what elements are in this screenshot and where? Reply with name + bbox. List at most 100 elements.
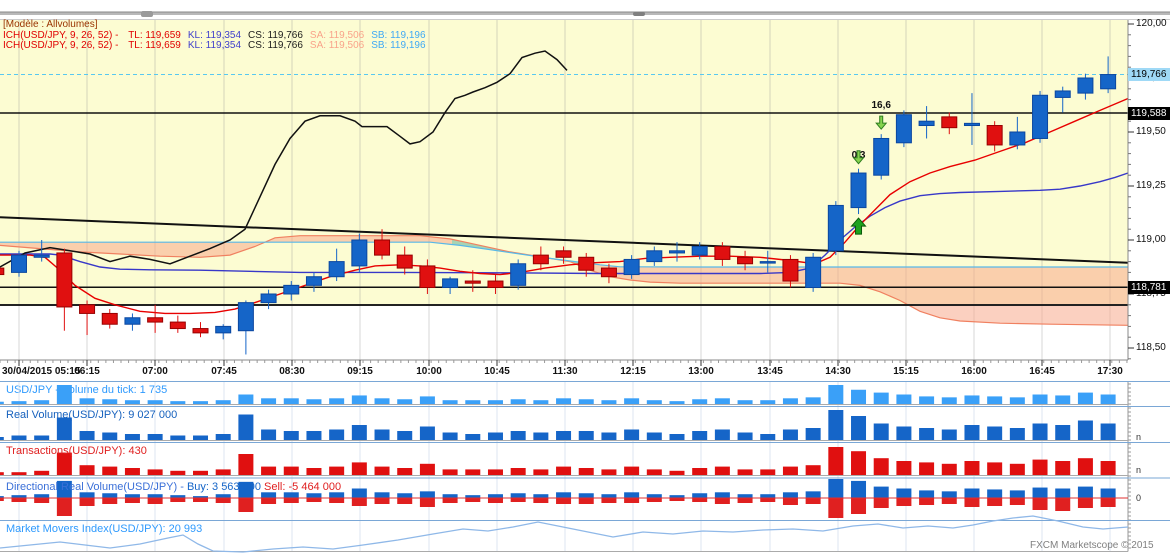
- panel-ruler-label: n: [1136, 465, 1141, 475]
- candle-12:00: [600, 267, 617, 278]
- candle-09:30: [374, 239, 391, 256]
- price-axis-label: 119,00: [1136, 234, 1166, 245]
- candle-09:00: [328, 261, 345, 278]
- sub-panels: n n 0: [0, 381, 1170, 553]
- candle-07:00: [147, 317, 164, 323]
- candle-11:15: [532, 254, 549, 265]
- buy-arrow-icon: [850, 217, 867, 235]
- candle-17:30: [1100, 74, 1117, 90]
- time-axis-label: 17:30: [1097, 366, 1123, 377]
- candle-08:15: [260, 293, 277, 304]
- buy-value-label: Buy: 3 563 000: [186, 481, 261, 493]
- candle-13:00: [691, 245, 708, 256]
- candle-10:45: [487, 280, 504, 289]
- candle-06:00: [56, 252, 73, 308]
- legend-value: CS: 119,766: [248, 30, 303, 41]
- legend-value: SA: 119,506: [309, 40, 365, 51]
- candle-06:45: [124, 317, 141, 325]
- ich-legend-line: ICH(USD/JPY, 9, 26, 52) - TL: 119,659 KL:…: [3, 40, 426, 51]
- legend-value: TL: 119,659: [128, 40, 181, 51]
- candle-13:30: [737, 256, 754, 265]
- directional-volume-label: Directional Real Volume(USD/JPY) -: [6, 481, 187, 493]
- candle-12:30: [646, 250, 663, 263]
- time-axis-label: 30/04/2015 05:15: [2, 366, 81, 377]
- time-axis-label: 16:00: [961, 366, 987, 377]
- indicator-legend: [Modèle : Allvolumes] ICH(USD/JPY, 9, 26…: [3, 20, 433, 51]
- time-axis[interactable]: 30/04/2015 05:15 06:15 07:00 07:45 08:30 09:1…: [0, 366, 1128, 380]
- time-axis-label: 13:00: [688, 366, 714, 377]
- candle-16:15: [986, 125, 1003, 146]
- price-level-badge-high: 119,588: [1128, 107, 1170, 120]
- candle-10:00: [419, 265, 436, 289]
- candle-12:45: [669, 250, 685, 254]
- candle-14:00: [782, 258, 799, 282]
- time-axis-label: 16:45: [1029, 366, 1055, 377]
- splitter-grip-icon: [633, 12, 645, 16]
- candle-17:15: [1077, 77, 1094, 94]
- last-price-badge: 119,766: [1128, 68, 1170, 81]
- candle-08:45: [305, 276, 322, 286]
- price-axis-label: 119,50: [1136, 126, 1166, 137]
- legend-value: KL: 119,354: [187, 40, 242, 51]
- candle-14:15: [805, 256, 822, 289]
- watermark: FXCM Marketscope © 2015: [1030, 540, 1154, 551]
- candle-11:00: [510, 263, 527, 286]
- candle-16:00: [963, 122, 980, 127]
- time-axis-label: 15:15: [893, 366, 919, 377]
- price-axis-label: 119,25: [1136, 180, 1166, 191]
- candle-07:45: [215, 325, 232, 334]
- candle-15:30: [918, 120, 935, 127]
- candle-08:00: [237, 302, 254, 332]
- candle-16:45: [1032, 94, 1049, 139]
- down-arrow-icon: [852, 150, 865, 165]
- price-level-badge-low: 118,781: [1128, 281, 1170, 294]
- down-arrow-icon: [875, 115, 888, 130]
- candle-11:30: [555, 250, 572, 258]
- candles-layer: [0, 56, 1117, 355]
- time-axis-label: 07:00: [142, 366, 168, 377]
- candle-14:45: [850, 172, 867, 209]
- ich-legend-line: ICH(USD/JPY, 9, 26, 52) - TL: 119,659 KL:…: [3, 30, 426, 41]
- panel-label-transactions: Transactions(USD/JPY): 430: [6, 445, 147, 457]
- candle-10:30: [464, 280, 481, 284]
- time-axis-label: 07:45: [211, 366, 237, 377]
- time-axis-label: 06:15: [74, 366, 100, 377]
- candle-17:00: [1054, 90, 1071, 98]
- candle-08:30: [283, 284, 300, 295]
- candle-15:00: [873, 137, 890, 176]
- legend-value: SA: 119,506: [309, 30, 365, 41]
- candle-11:45: [578, 256, 595, 271]
- candle-10:15: [442, 278, 459, 289]
- candle-05:30: [10, 254, 27, 273]
- time-axis-label: 10:45: [484, 366, 510, 377]
- price-axis-label: 118,50: [1136, 342, 1166, 353]
- candle-15:45: [941, 116, 958, 129]
- annotations: 16,60,3: [850, 100, 891, 235]
- candle-14:30: [827, 204, 844, 252]
- candle-06:15: [79, 304, 96, 314]
- axis-rulers[interactable]: [0, 20, 1134, 552]
- candle-09:15: [351, 239, 368, 267]
- splitter-grip-icon: [141, 11, 153, 17]
- transactions-label: Transactions(USD/JPY): 430: [6, 445, 147, 457]
- time-axis-label: 11:30: [552, 366, 578, 377]
- time-axis-label: 13:45: [757, 366, 783, 377]
- real-volume-label: Real Volume(USD/JPY): 9 027 000: [6, 409, 178, 421]
- time-axis-label: 10:00: [416, 366, 442, 377]
- panel-label-directional-volume: Directional Real Volume(USD/JPY) - Buy: …: [6, 481, 341, 493]
- panel-ruler-label: 0: [1136, 493, 1141, 503]
- candle-13:15: [714, 245, 731, 260]
- legend-value: SB: 119,196: [371, 40, 426, 51]
- time-axis-label: 12:15: [620, 366, 646, 377]
- panel-label-real-volume: Real Volume(USD/JPY): 9 027 000: [6, 409, 177, 421]
- sell-value-label: Sell: -5 464 000: [264, 481, 342, 493]
- legend-value: CS: 119,766: [248, 40, 303, 51]
- candle-07:15: [169, 321, 186, 330]
- time-axis-label: 14:30: [825, 366, 851, 377]
- candle-09:45: [396, 254, 413, 269]
- candle-16:30: [1009, 131, 1026, 146]
- legend-value: SB: 119,196: [371, 30, 426, 41]
- splitter-bar[interactable]: [0, 11, 1170, 20]
